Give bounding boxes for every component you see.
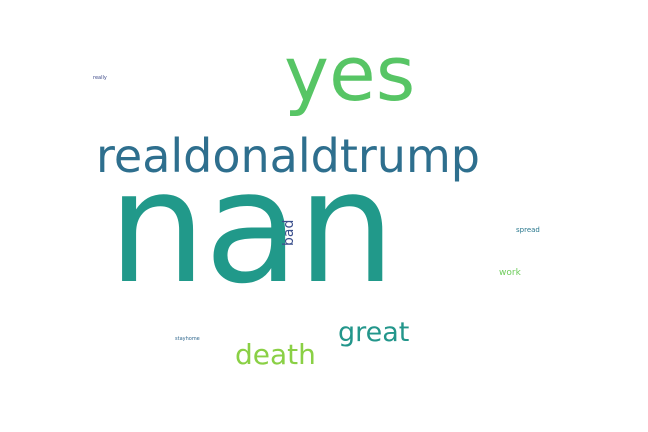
word-realdonaldtrump: realdonaldtrump bbox=[96, 129, 480, 183]
word-really: really bbox=[93, 75, 107, 81]
word-bad: bad bbox=[281, 219, 297, 246]
word-death: death bbox=[235, 338, 316, 371]
word-spread: spread bbox=[516, 226, 540, 234]
word-work: work bbox=[499, 268, 521, 278]
word-great: great bbox=[338, 317, 410, 348]
word-nan: nan bbox=[108, 137, 395, 318]
word-yes: yes bbox=[284, 29, 416, 118]
word-stayhome: stayhome bbox=[175, 336, 200, 342]
